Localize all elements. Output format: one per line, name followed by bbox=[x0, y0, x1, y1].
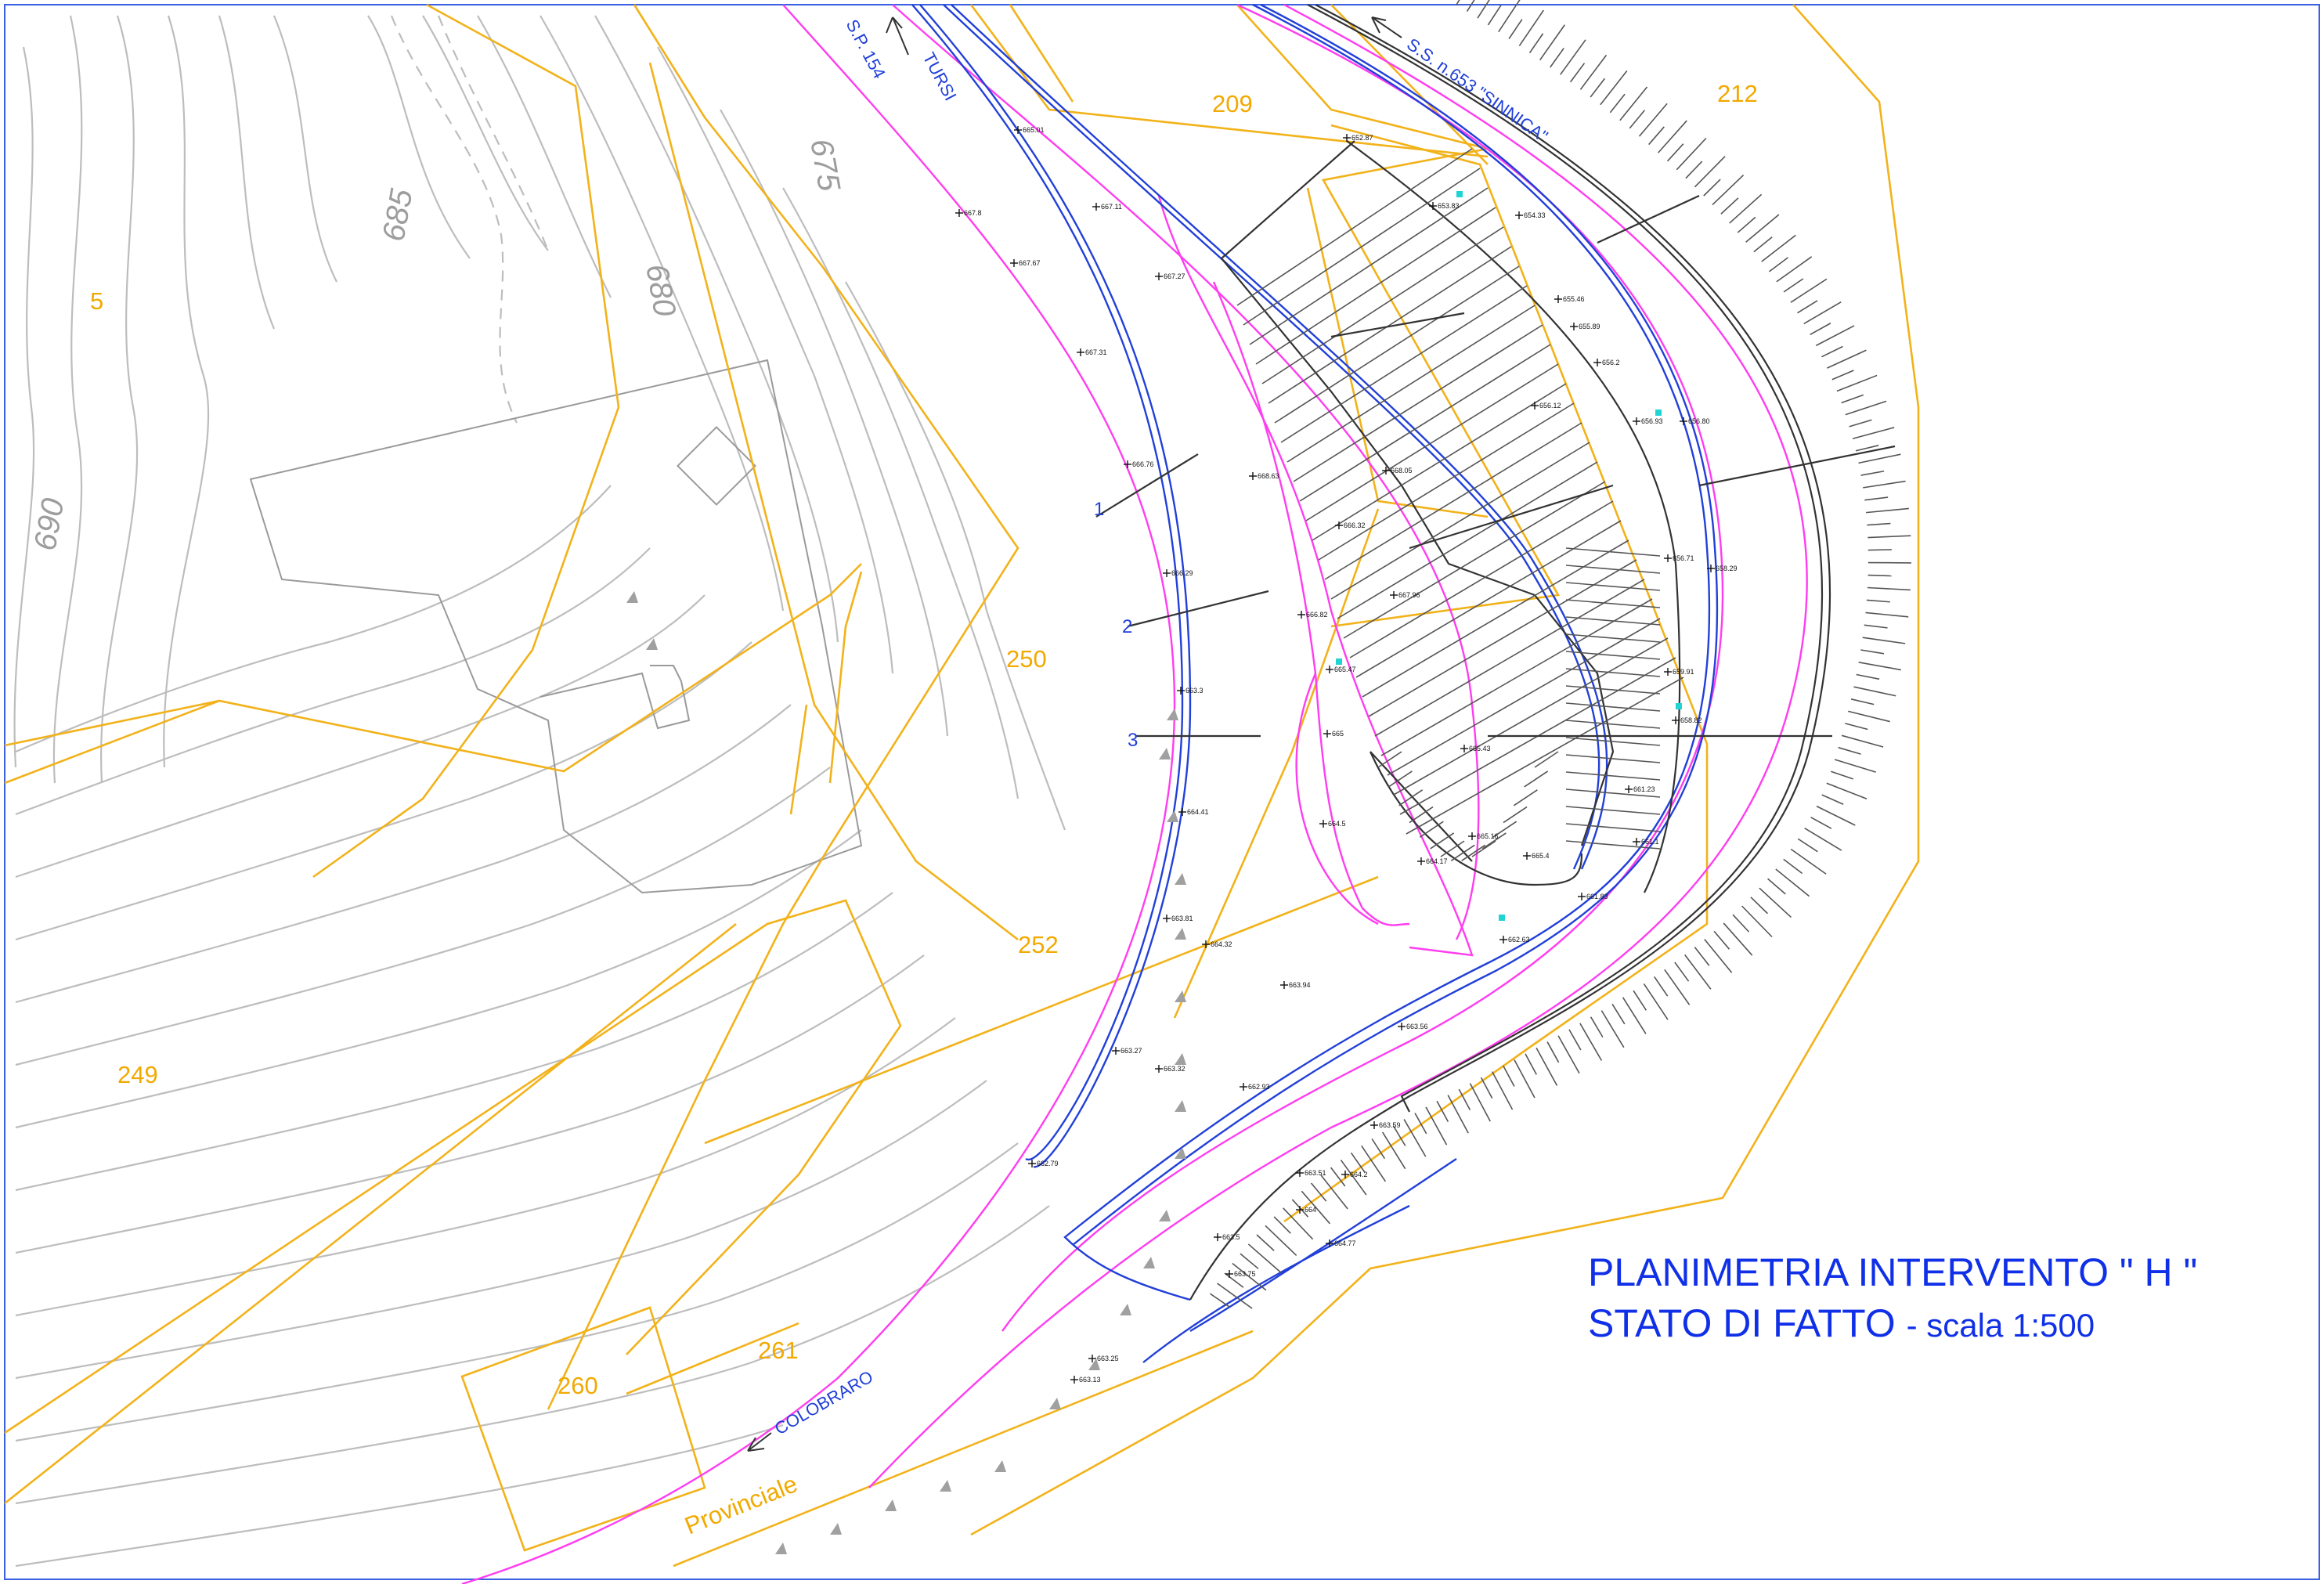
spot-height-label: 663.81 bbox=[1171, 915, 1193, 922]
section-2: 2 bbox=[1122, 616, 1132, 637]
road-label-colobraro: COLOBRARO bbox=[771, 1366, 876, 1438]
spot-height-label: 664.32 bbox=[1211, 940, 1232, 948]
spot-height-label: 663.75 bbox=[1234, 1270, 1256, 1278]
spot-height-label: 668.05 bbox=[1391, 467, 1413, 474]
spot-height-label: 659.91 bbox=[1673, 668, 1694, 676]
spot-height-label: 656.80 bbox=[1688, 417, 1710, 425]
spot-height-label: 662.79 bbox=[1037, 1160, 1059, 1167]
spot-height-label: 663.51 bbox=[1305, 1169, 1326, 1177]
edge-markers bbox=[626, 591, 1186, 1554]
section-3: 3 bbox=[1128, 730, 1138, 751]
spot-height-label: 664.17 bbox=[1426, 857, 1448, 865]
spot-height-label: 663.25 bbox=[1097, 1355, 1119, 1362]
spot-height-label: 664.41 bbox=[1187, 808, 1209, 816]
plan-subtitle: STATO DI FATTO - scala 1:500 bbox=[1588, 1301, 2095, 1345]
spot-height-label: 656.93 bbox=[1641, 417, 1663, 425]
spot-height-label: 662.93 bbox=[1248, 1083, 1270, 1091]
spot-height-label: 658.29 bbox=[1716, 565, 1738, 572]
road-label-tursi: TURSI bbox=[919, 49, 961, 104]
spot-height-label: 664.77 bbox=[1334, 1239, 1356, 1247]
spot-height-label: 665.43 bbox=[1469, 745, 1491, 752]
parcel-209: 209 bbox=[1212, 90, 1253, 117]
spot-height-label: 665.01 bbox=[1023, 126, 1045, 134]
slope-bank bbox=[1189, 0, 1911, 1309]
plan-subtitle-main: STATO DI FATTO bbox=[1588, 1301, 1896, 1345]
spot-height-label: 665 bbox=[1332, 730, 1344, 738]
parcel-5: 5 bbox=[90, 287, 103, 315]
spot-height-label: 666.32 bbox=[1344, 521, 1366, 529]
plan-title: PLANIMETRIA INTERVENTO " H " bbox=[1588, 1250, 2197, 1294]
spot-height-label: 668.63 bbox=[1258, 472, 1279, 480]
spot-height-label: 667.67 bbox=[1019, 259, 1041, 267]
spot-height-label: 667.96 bbox=[1398, 591, 1420, 599]
contour-lines bbox=[13, 15, 1066, 1568]
spot-height-label: 661.23 bbox=[1633, 785, 1655, 793]
contour-label-675: 675 bbox=[803, 136, 846, 194]
benchmark-marker bbox=[1499, 915, 1505, 921]
spot-height-label: 661.83 bbox=[1586, 893, 1608, 900]
spot-height-label: 665.4 bbox=[1532, 852, 1550, 860]
spot-height-label: 665.16 bbox=[1477, 832, 1499, 840]
contour-label-680: 680 bbox=[639, 262, 682, 319]
spot-height-label: 656.71 bbox=[1673, 554, 1694, 562]
sheet-border bbox=[4, 4, 2320, 1580]
spot-height-label: 663.32 bbox=[1164, 1065, 1185, 1073]
road-label-provinciale: Provinciale bbox=[681, 1470, 802, 1539]
benchmark-marker bbox=[1456, 191, 1463, 197]
parcel-212: 212 bbox=[1717, 80, 1758, 107]
spot-height-label: 666.82 bbox=[1306, 611, 1328, 619]
spot-height-label: 663.27 bbox=[1120, 1047, 1142, 1055]
benchmark-marker bbox=[1676, 703, 1682, 709]
spot-height-label: 663.94 bbox=[1289, 981, 1311, 989]
spot-height-label: 667.31 bbox=[1085, 348, 1107, 356]
contour-label-690: 690 bbox=[28, 496, 71, 553]
building-area bbox=[249, 359, 863, 894]
spot-height-label: 665.47 bbox=[1334, 666, 1356, 673]
spot-height-label: 667.27 bbox=[1164, 272, 1185, 280]
spot-height-label: 656.12 bbox=[1539, 402, 1561, 410]
parcel-260: 260 bbox=[558, 1372, 598, 1399]
parcel-249: 249 bbox=[117, 1061, 158, 1088]
spot-height-label: 653.83 bbox=[1438, 202, 1460, 210]
spot-height-label: 663.56 bbox=[1406, 1023, 1428, 1030]
spot-height-label: 664.5 bbox=[1328, 820, 1346, 828]
spot-height-label: 654.33 bbox=[1524, 211, 1546, 219]
benchmark-marker bbox=[1655, 410, 1662, 416]
spot-heights: 665.01 667.8 667.67 667.11 667.27 667.31 666.7… bbox=[955, 126, 1738, 1384]
spot-height-label: 667.11 bbox=[1101, 203, 1122, 211]
road-label-ss653: S.S. n.653 "SINNICA" bbox=[1403, 34, 1551, 146]
direction-arrows bbox=[747, 16, 1402, 1452]
parcel-boundaries bbox=[4, 3, 1920, 1568]
spot-height-label: 663.5 bbox=[1222, 1233, 1240, 1241]
parcel-252: 252 bbox=[1018, 931, 1059, 958]
section-1: 1 bbox=[1094, 499, 1104, 520]
spot-height-label: 661.1 bbox=[1641, 838, 1659, 846]
section-lines bbox=[1095, 312, 1465, 738]
plan-scale: - scala 1:500 bbox=[1907, 1307, 2095, 1344]
benchmark-marker bbox=[1336, 658, 1342, 665]
spot-height-label: 667.8 bbox=[964, 209, 982, 217]
spot-height-label: 664.2 bbox=[1350, 1171, 1368, 1178]
spot-height-label: 662.63 bbox=[1508, 936, 1530, 944]
road-axes bbox=[911, 3, 1719, 1363]
road-label-sp154: S.P. 154 bbox=[843, 16, 890, 82]
spot-height-label: 658.82 bbox=[1680, 716, 1702, 724]
spot-height-label: 652.87 bbox=[1351, 134, 1373, 142]
parcel-250: 250 bbox=[1006, 645, 1047, 673]
spot-height-label: 663.13 bbox=[1079, 1376, 1101, 1384]
spot-height-label: 655.89 bbox=[1579, 323, 1600, 330]
parcel-261: 261 bbox=[758, 1337, 799, 1364]
spot-height-label: 666.76 bbox=[1132, 460, 1154, 468]
spot-height-label: 664 bbox=[1305, 1206, 1316, 1214]
road-edges bbox=[461, 3, 1808, 1584]
spot-height-label: 656.2 bbox=[1602, 359, 1620, 366]
spot-height-label: 663.3 bbox=[1185, 687, 1204, 695]
spot-height-label: 663.59 bbox=[1379, 1121, 1401, 1129]
contour-label-685: 685 bbox=[377, 186, 420, 244]
spot-height-label: 666.29 bbox=[1171, 569, 1193, 577]
spot-height-label: 655.46 bbox=[1563, 295, 1585, 303]
